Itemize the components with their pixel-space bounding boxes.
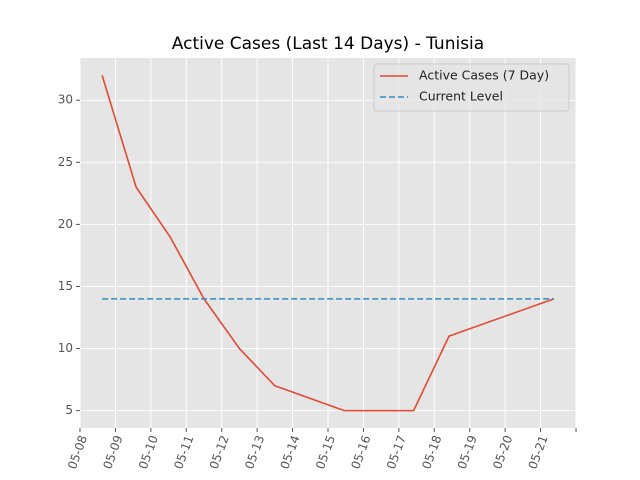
legend-label: Active Cases (7 Day) (419, 68, 549, 83)
y-tick-label: 25 (58, 155, 73, 169)
y-tick-label: 10 (58, 341, 73, 355)
chart-title: Active Cases (Last 14 Days) - Tunisia (172, 34, 484, 54)
series-line-active-cases (101, 75, 555, 412)
legend-box (373, 63, 570, 112)
series-lines (101, 75, 555, 412)
y-tick-label: 15 (58, 279, 73, 293)
grid-lines (79, 58, 577, 428)
legend: Active Cases (7 Day) Current Level (373, 63, 570, 112)
legend-label: Current Level (419, 89, 503, 104)
y-tick-label: 20 (58, 217, 73, 231)
y-tick-label: 5 (65, 403, 73, 417)
y-tick-label: 30 (58, 93, 73, 107)
